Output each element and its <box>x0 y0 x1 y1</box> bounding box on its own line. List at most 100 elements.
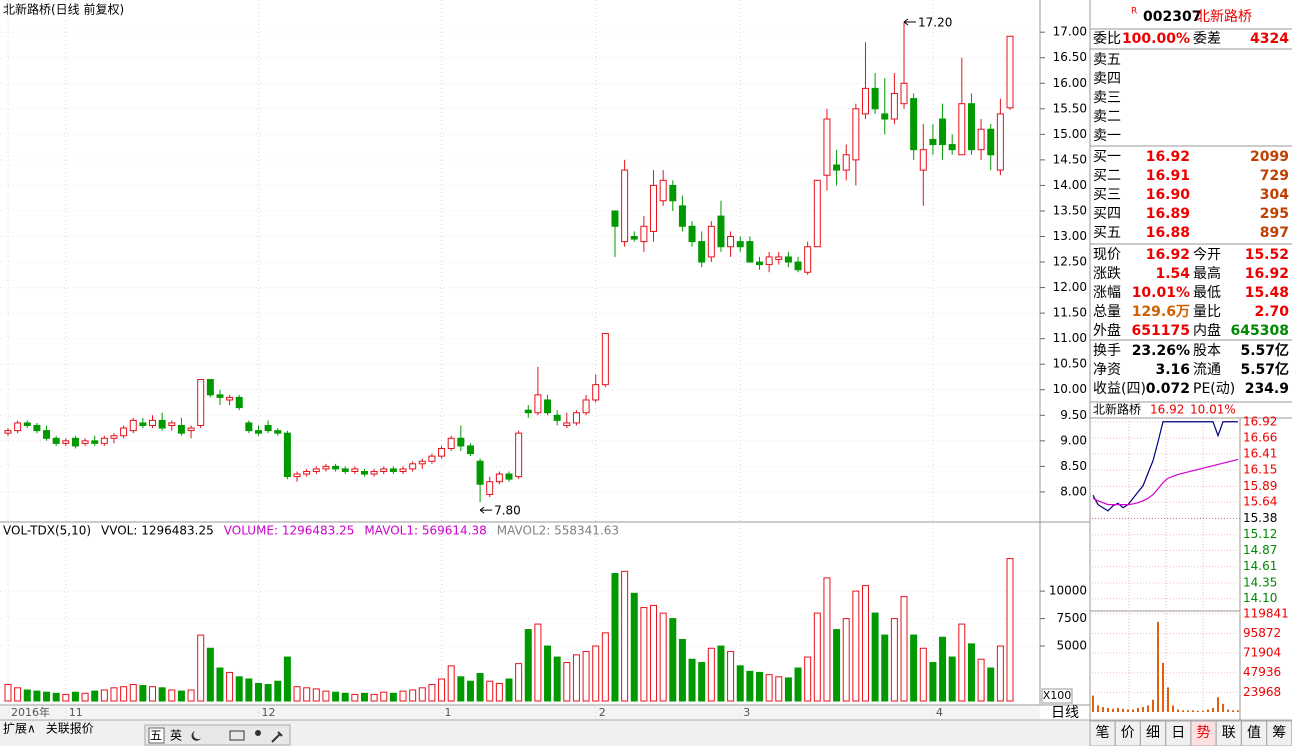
candle-body <box>746 241 754 263</box>
candle-body <box>303 470 311 475</box>
ime-toolbar[interactable] <box>144 724 291 746</box>
tab[interactable] <box>1215 720 1242 746</box>
volume-bar <box>563 662 571 702</box>
candle-body <box>669 184 677 202</box>
candle-body <box>929 138 937 146</box>
candle-body <box>717 215 725 248</box>
volume-bar <box>592 645 600 702</box>
volume-bar <box>727 651 735 702</box>
n2-n1: 16.90 <box>1146 187 1191 203</box>
n1-n2: 最高 <box>1193 265 1221 282</box>
tab-label[interactable]: 联 <box>1222 725 1236 741</box>
tab[interactable] <box>1140 720 1166 746</box>
tab-label[interactable]: 细 <box>1146 725 1160 741</box>
x-tick-label: 11 <box>69 706 83 719</box>
y-tick-label: 11.50 <box>1053 306 1087 320</box>
mini-volume-bar <box>1127 709 1129 712</box>
n4-n2: 内盘 <box>1193 322 1221 339</box>
candle-body <box>640 225 648 243</box>
mini-tick-label: 14.35 <box>1243 576 1277 590</box>
period-label[interactable]: 日线 <box>1051 705 1079 721</box>
candle-body <box>948 144 956 151</box>
volume-bar <box>650 604 658 702</box>
y-tick-label: 8.00 <box>1060 484 1087 498</box>
tab[interactable] <box>1165 720 1192 746</box>
candle-body <box>553 414 561 421</box>
x-tick-label: 3 <box>743 706 750 719</box>
n0-n3: 15.52 <box>1245 247 1289 263</box>
tab-label[interactable]: 筹 <box>1272 724 1286 741</box>
tab-label[interactable]: 价 <box>1121 725 1135 741</box>
candle-body <box>235 396 243 409</box>
candle-body <box>322 465 330 470</box>
mini-volume-bar <box>1237 710 1239 712</box>
tab-label[interactable]: 势 <box>1197 725 1211 741</box>
n1-n0: 涨跌 <box>1093 266 1121 282</box>
mini-volume-bar <box>1192 710 1194 712</box>
ime-keyboard[interactable] <box>229 730 245 741</box>
candle-body <box>881 113 889 120</box>
max-arrow <box>903 18 917 26</box>
candle-body <box>33 425 41 432</box>
tab-label[interactable]: 值 <box>1247 725 1261 741</box>
volume-bar <box>312 688 320 702</box>
volume-bar <box>746 670 754 702</box>
volume-bar <box>100 689 108 702</box>
candle-body <box>707 225 715 258</box>
n1-n2: 729 <box>1260 168 1289 184</box>
candle-body <box>197 379 205 427</box>
mini-vol-tick-label: 95872 <box>1243 626 1281 640</box>
tab[interactable] <box>1266 720 1292 746</box>
n1-n1: 3.16 <box>1155 362 1190 378</box>
candle-body <box>813 179 821 248</box>
chart-title: 北新路桥(日线 前复权) <box>3 2 124 17</box>
mini-volume-bar <box>1177 709 1179 712</box>
n2-n0: 收益(四) <box>1093 381 1146 397</box>
ime-icon[interactable] <box>191 731 201 741</box>
candle-body <box>409 463 417 470</box>
volume-bar <box>621 570 629 702</box>
y-tick-label: 13.50 <box>1053 203 1087 217</box>
tab[interactable] <box>1114 720 1141 746</box>
volume-bar <box>572 654 580 702</box>
volume-bar <box>409 689 417 702</box>
candle-body <box>823 118 831 176</box>
candle-body <box>360 470 368 475</box>
y-tick-label: 10.50 <box>1053 357 1087 371</box>
volume-bar <box>389 692 397 702</box>
tab[interactable] <box>1190 720 1217 746</box>
candle-body <box>428 455 436 462</box>
candle-body <box>177 425 185 434</box>
candle-body <box>274 430 282 434</box>
candle-body <box>91 440 99 444</box>
ime-user[interactable] <box>255 730 261 736</box>
candle-body <box>582 399 590 414</box>
y-tick-label: 8.50 <box>1060 459 1087 473</box>
mini-volume-bar <box>1172 705 1174 712</box>
candle-body <box>765 256 773 266</box>
mini-change: 10.01% <box>1190 403 1236 417</box>
tab-label[interactable]: 日 <box>1171 725 1185 741</box>
volume-bar <box>274 680 282 702</box>
bottom-button[interactable]: 扩展∧ <box>3 722 36 736</box>
ime-lang[interactable]: 英 <box>170 729 182 743</box>
volume-bar <box>438 678 446 702</box>
ime-tools[interactable] <box>271 731 283 743</box>
n2-n2: 最低 <box>1193 285 1221 301</box>
candle-body <box>505 473 513 480</box>
ime-mode[interactable]: 五 <box>150 729 162 743</box>
volume-bar <box>235 676 243 702</box>
volume-bar <box>158 687 166 702</box>
candle-body <box>958 103 966 156</box>
volume-bar <box>890 618 898 702</box>
candle-body <box>861 87 869 115</box>
tab-label[interactable]: 笔 <box>1096 725 1110 741</box>
volume-bar <box>52 692 60 702</box>
volume-bar <box>399 690 407 702</box>
volume-bar <box>939 636 947 702</box>
mini-volume-bar <box>1092 695 1094 712</box>
bottom-button[interactable]: 关联报价 <box>46 721 94 736</box>
volume-bar <box>804 656 812 702</box>
header-name: 北新路桥 <box>1196 9 1252 25</box>
mini-volume-bar <box>1137 707 1139 712</box>
